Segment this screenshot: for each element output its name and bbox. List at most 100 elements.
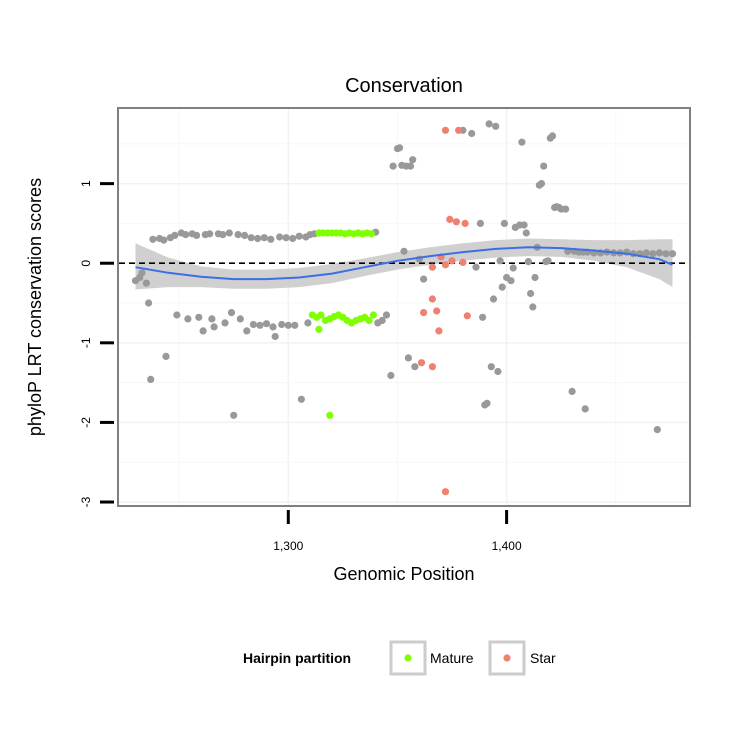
background-point: [544, 257, 552, 265]
background-point: [184, 315, 192, 323]
background-point: [537, 180, 546, 188]
x-tick-label: 1,400: [492, 539, 522, 553]
legend-entry-mature: Mature: [389, 640, 474, 676]
star-point: [417, 359, 426, 367]
background-point: [149, 235, 157, 243]
star-point: [441, 488, 450, 496]
background-point: [668, 250, 677, 258]
loess-line: [135, 246, 673, 281]
background-point: [509, 264, 517, 272]
background-point: [387, 371, 395, 380]
background-point: [518, 138, 526, 146]
x-tick-label: 1,300: [273, 539, 303, 553]
background-point: [527, 289, 535, 298]
plot-panel: [117, 107, 691, 507]
background-point: [489, 295, 498, 303]
mature-point: [317, 311, 325, 319]
legend-entry-star: Star: [488, 640, 556, 676]
background-point: [221, 319, 229, 327]
background-point: [653, 426, 661, 434]
background-point: [254, 234, 262, 243]
background-point: [483, 399, 491, 407]
background-point: [382, 311, 391, 319]
background-point: [247, 234, 255, 242]
star-point: [441, 126, 450, 134]
y-axis: -3 -2 -1 0 1: [79, 180, 114, 507]
star-point: [433, 307, 441, 315]
background-point: [548, 132, 557, 140]
background-point: [199, 327, 207, 335]
background-point: [476, 219, 484, 227]
mature-point: [315, 325, 323, 333]
legend-entries: Mature Star: [389, 640, 556, 676]
y-tick-label: 0: [79, 260, 93, 267]
legend-label: Star: [530, 650, 556, 666]
background-point: [295, 232, 303, 240]
background-point: [409, 156, 417, 164]
background-point: [243, 327, 251, 335]
background-point: [404, 354, 412, 362]
background-point: [260, 234, 268, 242]
background-point: [193, 231, 201, 239]
background-point: [227, 309, 236, 317]
background-point: [284, 321, 292, 329]
background-point: [568, 387, 576, 395]
background-point: [276, 233, 284, 241]
star-point: [463, 312, 471, 320]
background-point: [142, 279, 150, 287]
x-axis: 1,300 1,400: [273, 510, 522, 553]
background-point: [400, 247, 408, 255]
data-points: [131, 120, 677, 496]
background-point: [269, 323, 277, 331]
background-point: [162, 352, 170, 360]
background-point: [206, 230, 214, 238]
mature-point: [365, 316, 373, 325]
star-point: [428, 263, 436, 271]
y-tick-label: -1: [79, 337, 93, 348]
y-tick-label: -3: [79, 496, 93, 507]
star-point: [428, 363, 436, 371]
background-point: [160, 236, 168, 244]
background-point: [171, 231, 179, 239]
star-point: [455, 126, 463, 134]
background-point: [241, 231, 249, 239]
background-point: [271, 332, 279, 341]
legend-swatch: [503, 654, 511, 662]
background-point: [195, 313, 203, 321]
legend-key: [488, 640, 526, 676]
background-point: [411, 363, 419, 371]
star-point: [459, 258, 467, 266]
background-point: [289, 234, 297, 243]
background-point: [304, 319, 312, 327]
background-point: [138, 269, 146, 277]
background-point: [642, 249, 650, 257]
legend: Hairpin partition Mature Star: [243, 640, 556, 676]
chart-title: Conservation: [345, 75, 463, 97]
legend-title: Hairpin partition: [243, 650, 351, 666]
mature-point: [367, 230, 375, 238]
background-point: [262, 320, 271, 328]
star-point: [441, 261, 450, 269]
background-point: [230, 411, 238, 419]
background-point: [531, 273, 539, 282]
background-point: [145, 299, 153, 307]
background-point: [487, 363, 495, 371]
background-point: [500, 219, 508, 227]
background-point: [649, 250, 657, 258]
smooth-line: [135, 246, 673, 281]
background-point: [182, 231, 190, 239]
background-point: [492, 122, 500, 130]
y-tick-label: 1: [79, 180, 93, 187]
legend-label: Mature: [430, 650, 474, 666]
background-point: [256, 321, 264, 329]
background-point: [468, 129, 476, 138]
background-point: [278, 320, 286, 329]
legend-swatch: [404, 654, 412, 662]
background-point: [581, 405, 589, 413]
star-point: [428, 295, 436, 303]
background-point: [210, 323, 218, 331]
background-point: [249, 320, 257, 329]
background-point: [494, 367, 502, 376]
